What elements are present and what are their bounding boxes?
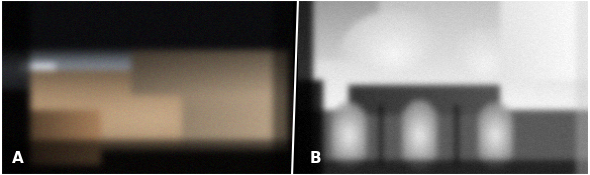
Text: A: A (12, 151, 24, 166)
Text: B: B (310, 151, 322, 166)
